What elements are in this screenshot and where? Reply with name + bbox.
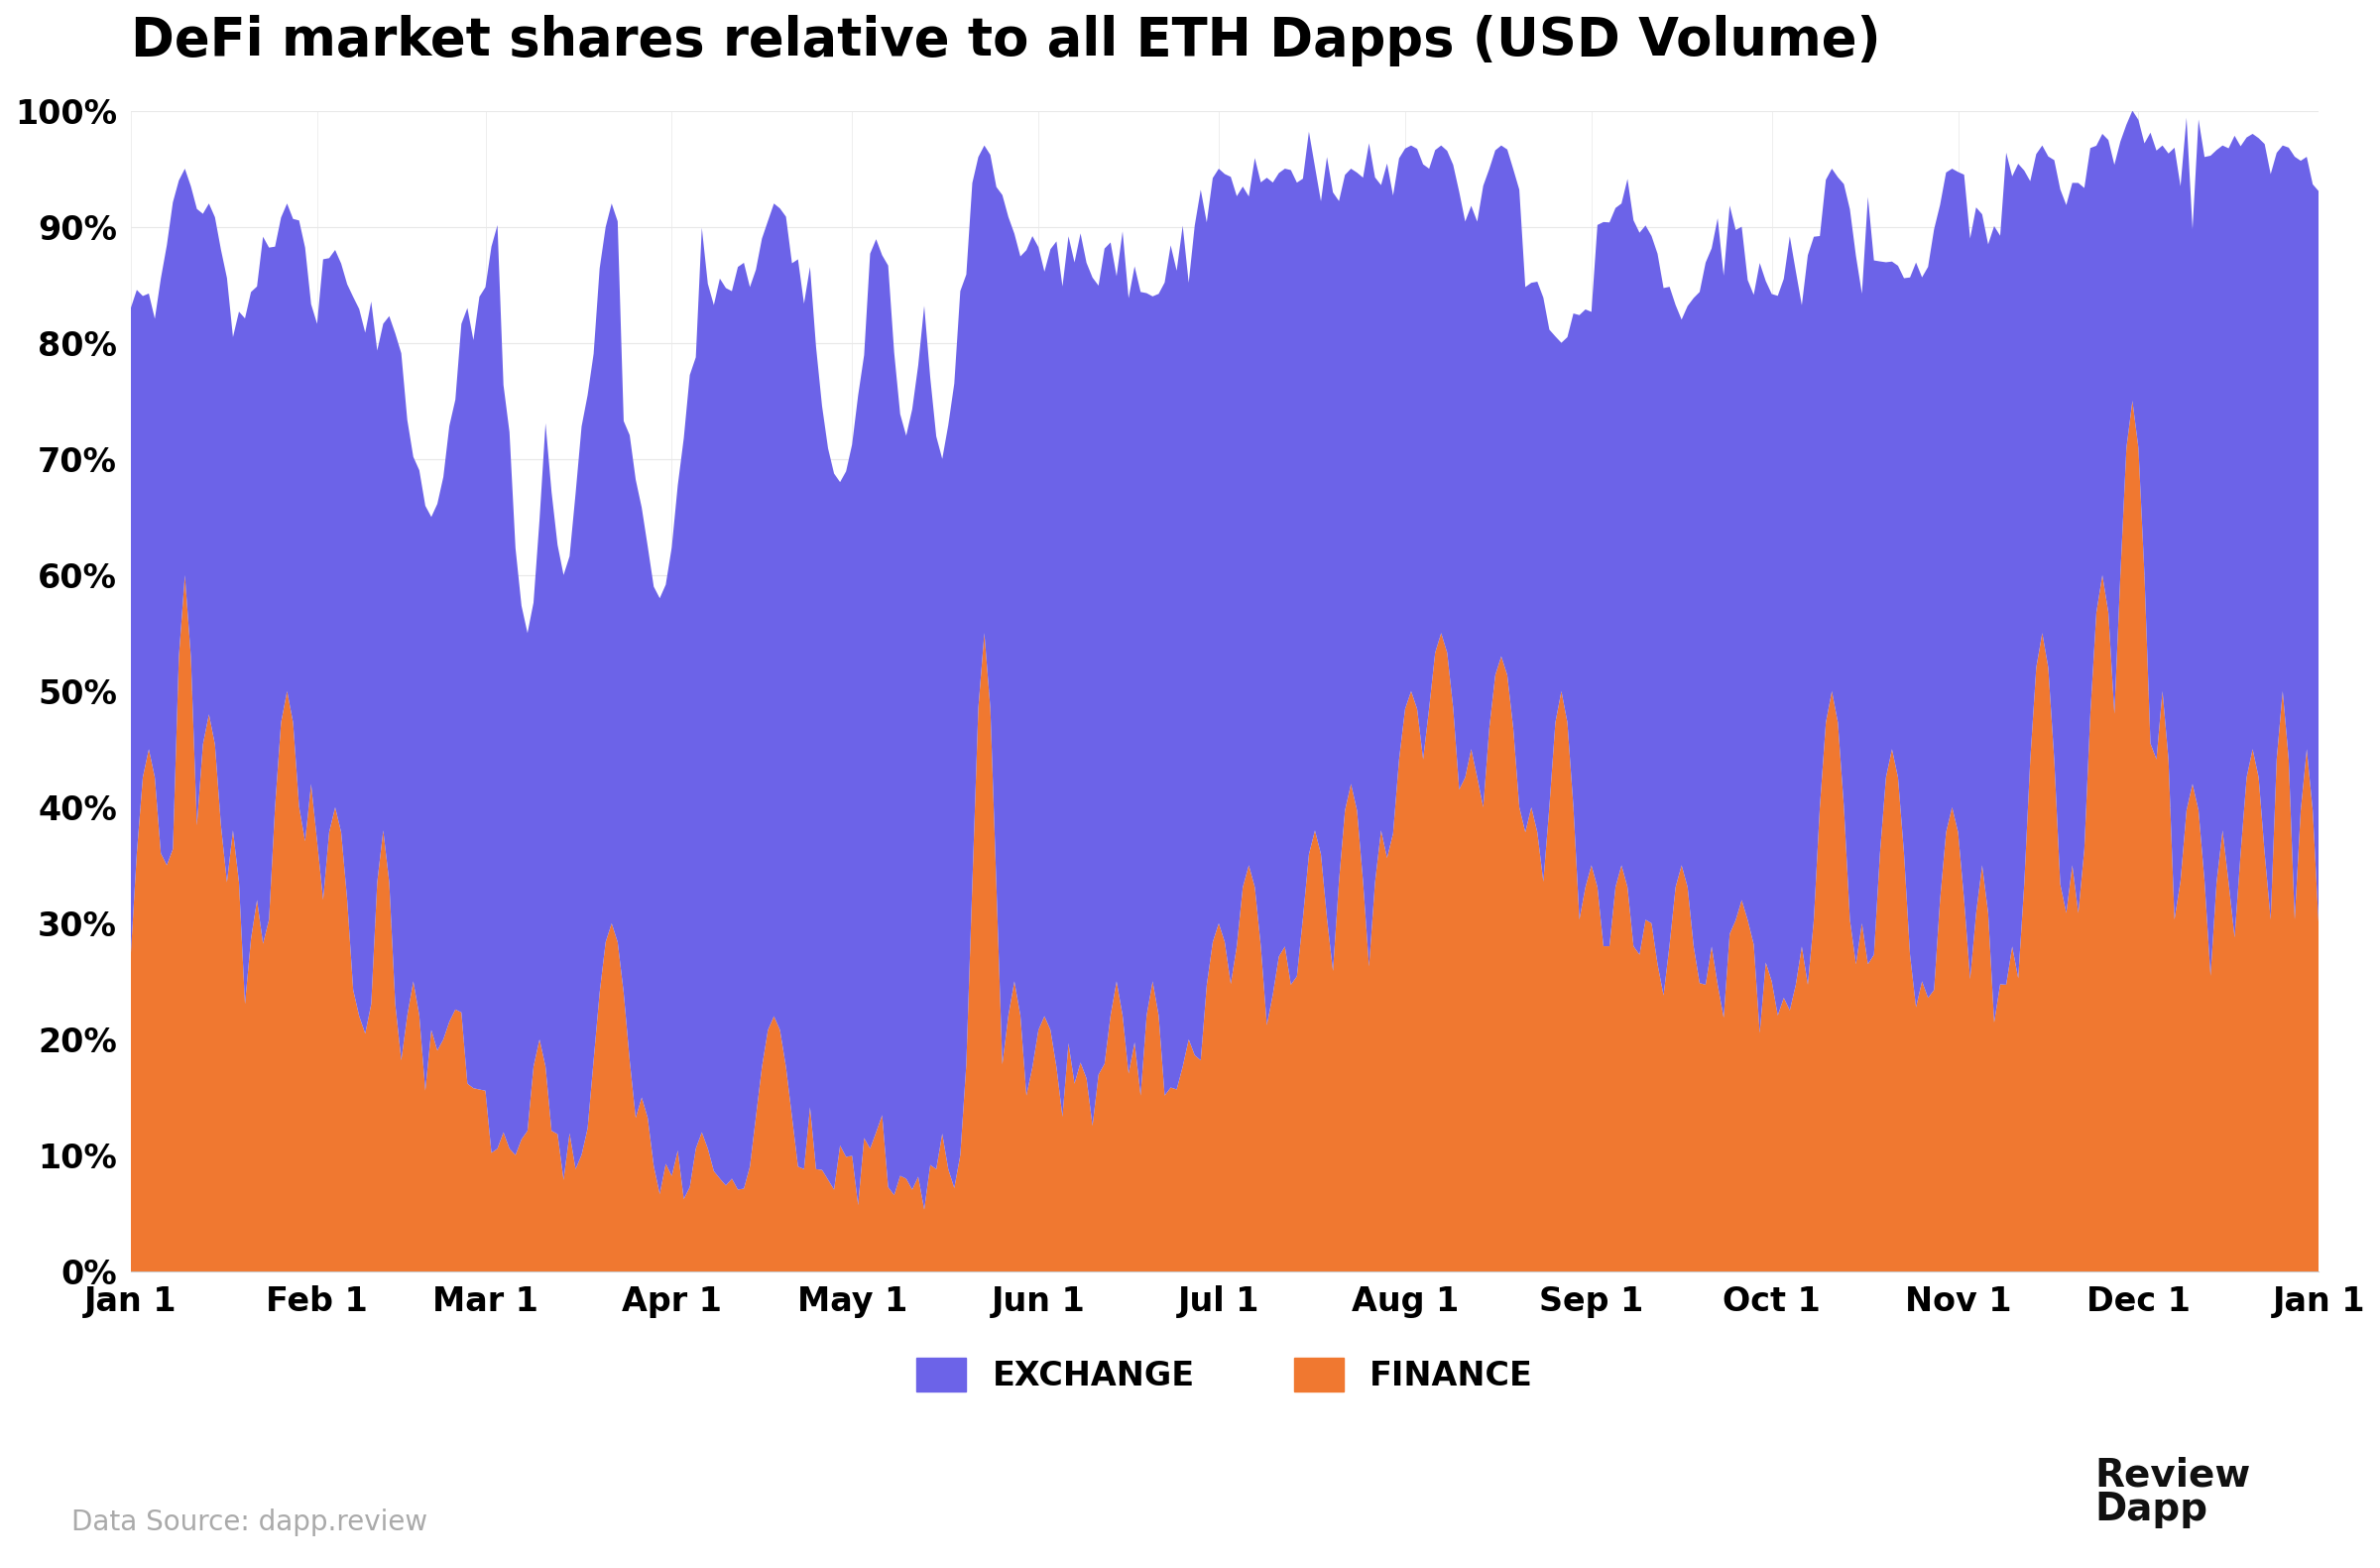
Text: Data Source: dapp.review: Data Source: dapp.review [71,1508,428,1537]
Legend: EXCHANGE, FINANCE: EXCHANGE, FINANCE [902,1344,1547,1406]
Text: DeFi market shares relative to all ETH Dapps (USD Volume): DeFi market shares relative to all ETH D… [131,14,1880,66]
Text: Review
Dapp: Review Dapp [2094,1457,2251,1529]
